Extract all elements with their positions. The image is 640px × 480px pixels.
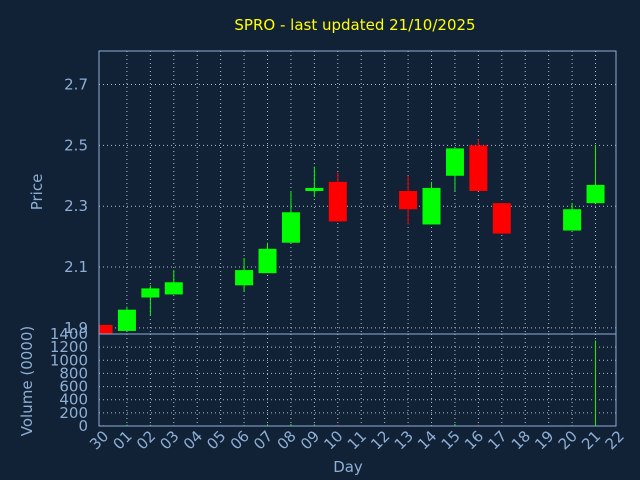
candle-body: [235, 270, 254, 286]
volume-axis-label: Volume (0000): [18, 326, 36, 436]
volume-tick-label: 1200: [50, 338, 88, 356]
volume-tick-label: 800: [59, 364, 88, 382]
price-y-ticks: 1.9 2.1 2.3 2.5 2.7: [64, 75, 88, 336]
price-axis-label: Price: [28, 174, 46, 211]
x-tick-label: 06: [227, 427, 253, 453]
x-tick-label: 03: [156, 427, 182, 453]
x-tick-label: 15: [438, 427, 464, 453]
candle-body: [492, 203, 511, 234]
volume-tick-label: 1000: [50, 351, 88, 369]
volume-tick-label: 1400: [50, 325, 88, 343]
price-tick-label: 2.5: [64, 136, 88, 154]
candle-body: [586, 184, 605, 204]
x-tick-label: 17: [484, 427, 510, 453]
candle-body: [563, 209, 582, 231]
volume-tick-label: 200: [59, 404, 88, 422]
x-tick-label: 07: [250, 427, 276, 453]
chart-title: SPRO - last updated 21/10/2025: [234, 16, 475, 34]
volume-plot-frame: [98, 333, 617, 427]
x-tick-label: 20: [555, 427, 581, 453]
x-tick-label: 21: [578, 427, 604, 453]
candle-body: [422, 187, 441, 225]
x-tick-label: 19: [531, 427, 557, 453]
x-tick-label: 12: [367, 427, 393, 453]
x-tick-label: 11: [344, 427, 370, 453]
volume-tick-label: 0: [78, 417, 88, 435]
candle-body: [445, 148, 464, 176]
x-axis-label: Day: [333, 458, 363, 476]
candle-body: [399, 190, 418, 210]
candle-body: [164, 282, 183, 295]
x-tick-label: 18: [508, 427, 534, 453]
volume-grid: [99, 334, 616, 426]
x-tick-label: 09: [297, 427, 323, 453]
x-tick-label: 14: [414, 427, 440, 453]
candle-body: [258, 248, 277, 274]
candle-body: [281, 212, 300, 243]
price-tick-label: 2.7: [64, 75, 88, 93]
candle-body: [305, 187, 324, 191]
volume-bars: [103, 340, 597, 426]
price-tick-label: 2.1: [64, 258, 88, 276]
price-tick-label: 2.3: [64, 197, 88, 215]
x-tick-label: 01: [110, 427, 136, 453]
x-tick-label: 08: [274, 427, 300, 453]
x-tick-label: 04: [180, 427, 206, 453]
x-tick-label: 30: [86, 427, 112, 453]
x-tick-label: 22: [602, 427, 628, 453]
volume-tick-label: 600: [59, 378, 88, 396]
x-tick-label: 16: [461, 427, 487, 453]
candle-body: [117, 309, 136, 331]
x-tick-label: 02: [133, 427, 159, 453]
volume-tick-label: 400: [59, 391, 88, 409]
x-axis-ticks: 3001020304050607080910111213141516171819…: [86, 427, 628, 453]
candle-body: [99, 324, 113, 334]
x-tick-label: 05: [203, 427, 229, 453]
candle-body: [469, 145, 488, 191]
price-tick-label: 1.9: [64, 319, 88, 337]
candle-body: [328, 181, 347, 222]
x-tick-label: 10: [320, 427, 346, 453]
candles: [99, 139, 605, 334]
candle-body: [141, 288, 160, 298]
x-tick-label: 13: [391, 427, 417, 453]
